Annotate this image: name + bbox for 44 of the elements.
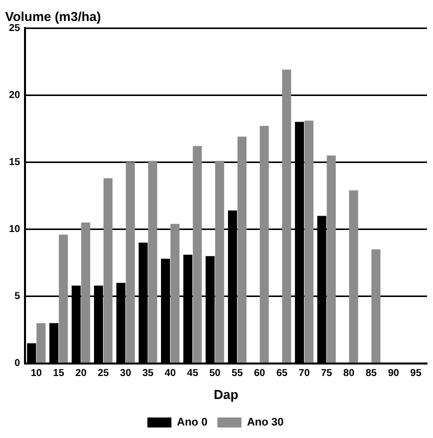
x-tick-label: 95 [410, 368, 422, 380]
x-tick-label: 15 [53, 368, 65, 380]
legend-label: Ano 0 [176, 416, 208, 429]
x-tick-label: 85 [366, 368, 378, 380]
x-tick-label: 50 [209, 368, 221, 380]
x-axis-title: Dap [214, 386, 238, 402]
x-tick-label: 10 [30, 368, 42, 380]
y-tick-label: 10 [9, 224, 21, 235]
bar [148, 160, 158, 363]
x-tick-label: 80 [343, 368, 355, 380]
bar [326, 155, 336, 363]
bar [192, 146, 202, 363]
x-tick-label: 60 [254, 368, 266, 380]
bar [36, 323, 46, 363]
x-tick-label: 20 [75, 368, 87, 380]
bar [260, 126, 269, 363]
y-tick-label: 5 [14, 291, 21, 302]
x-tick-label: 30 [120, 368, 132, 380]
x-tick-label: 25 [98, 368, 110, 380]
bar [170, 224, 180, 363]
y-tick-label: 0 [14, 358, 21, 370]
x-tick-label: 35 [142, 368, 154, 380]
x-tick-label: 75 [320, 368, 333, 380]
bar [371, 249, 380, 363]
x-tick-label: 40 [164, 368, 176, 380]
x-tick-label: 55 [232, 368, 244, 380]
bar [349, 190, 358, 363]
bar [58, 234, 68, 363]
bar [304, 120, 314, 363]
x-tick-label: 45 [187, 368, 199, 380]
bar [81, 222, 90, 363]
y-tick-label: 20 [9, 90, 21, 101]
bar [126, 162, 135, 363]
x-tick-label: 65 [276, 368, 288, 380]
x-tick-label: 70 [298, 368, 310, 380]
bar [104, 178, 113, 363]
y-tick-label: 15 [9, 156, 21, 168]
bar [215, 160, 224, 363]
y-tick-label: 25 [9, 22, 21, 34]
x-tick-label: 90 [388, 368, 400, 380]
bar [237, 136, 246, 363]
bar [282, 70, 292, 363]
y-axis-title: Volume (m3/ha) [5, 9, 101, 24]
legend-label: Ano 30 [246, 416, 284, 429]
